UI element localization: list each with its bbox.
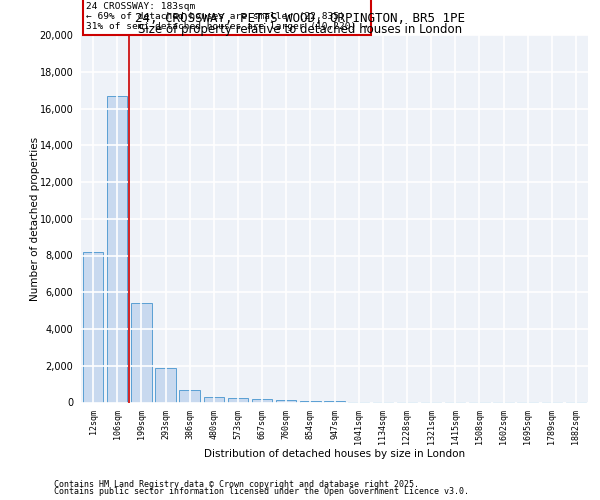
Bar xyxy=(107,96,127,403)
Bar xyxy=(179,390,200,402)
Text: 24 CROSSWAY: 183sqm
← 69% of detached houses are smaller (22,835)
31% of semi-de: 24 CROSSWAY: 183sqm ← 69% of detached ho… xyxy=(86,2,368,32)
Text: Size of property relative to detached houses in London: Size of property relative to detached ho… xyxy=(138,24,462,36)
Bar xyxy=(227,398,248,402)
Text: 24, CROSSWAY, PETTS WOOD, ORPINGTON, BR5 1PE: 24, CROSSWAY, PETTS WOOD, ORPINGTON, BR5… xyxy=(135,12,465,26)
Bar xyxy=(252,399,272,402)
Bar xyxy=(155,368,176,402)
Bar xyxy=(83,252,103,402)
Bar xyxy=(131,304,152,402)
Bar xyxy=(300,400,320,402)
Y-axis label: Number of detached properties: Number of detached properties xyxy=(31,136,40,301)
Bar xyxy=(203,397,224,402)
Bar xyxy=(276,400,296,402)
Text: Contains HM Land Registry data © Crown copyright and database right 2025.: Contains HM Land Registry data © Crown c… xyxy=(54,480,419,489)
X-axis label: Distribution of detached houses by size in London: Distribution of detached houses by size … xyxy=(204,450,465,460)
Text: Contains public sector information licensed under the Open Government Licence v3: Contains public sector information licen… xyxy=(54,487,469,496)
